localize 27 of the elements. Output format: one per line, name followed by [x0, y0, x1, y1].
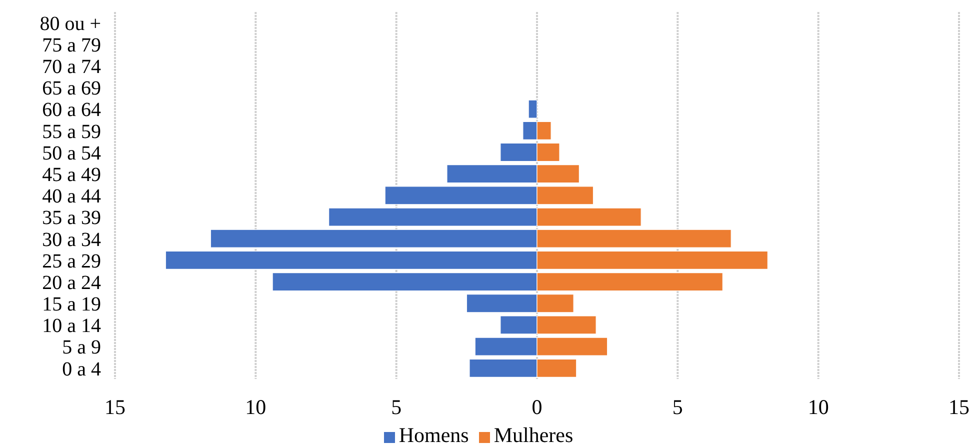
y-tick-label: 55 a 59 — [42, 120, 101, 143]
y-tick-label: 75 a 79 — [42, 34, 101, 56]
y-tick-label: 5 a 9 — [62, 336, 101, 359]
y-tick-label: 70 a 74 — [42, 56, 101, 78]
legend-label: Mulheres — [494, 423, 574, 447]
y-tick-label: 60 a 64 — [42, 99, 101, 122]
y-tick-label: 40 a 44 — [42, 186, 101, 208]
y-tick-label: 45 a 49 — [42, 164, 101, 186]
y-tick-label: 25 a 29 — [42, 250, 101, 272]
x-tick-label: 10 — [245, 394, 266, 419]
y-tick-label: 35 a 39 — [42, 207, 101, 230]
y-tick-label: 0 a 4 — [62, 358, 101, 380]
x-tick-label: 5 — [672, 394, 683, 419]
y-tick-label: 10 a 14 — [42, 315, 101, 338]
x-tick-label: 10 — [808, 394, 829, 419]
y-tick-label: 15 a 19 — [42, 294, 101, 316]
x-tick-label: 0 — [532, 394, 542, 419]
x-tick-label: 5 — [391, 394, 402, 419]
legend-label: Homens — [398, 423, 469, 447]
x-tick-label: 15 — [104, 394, 126, 419]
y-tick-label: 65 a 69 — [42, 78, 101, 100]
bar — [528, 100, 538, 118]
x-tick-label: 15 — [948, 394, 970, 419]
y-tick-label: 50 a 54 — [42, 142, 101, 164]
y-tick-label: 20 a 24 — [42, 272, 101, 294]
y-tick-label: 80 ou + — [40, 12, 101, 35]
y-tick-label: 30 a 34 — [42, 228, 101, 251]
